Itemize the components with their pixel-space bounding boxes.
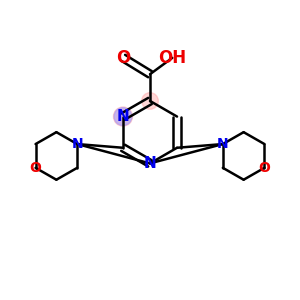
Text: N: N <box>71 137 83 151</box>
Text: N: N <box>217 137 229 151</box>
Text: O: O <box>116 49 130 67</box>
Text: N: N <box>144 156 156 171</box>
Circle shape <box>142 93 158 109</box>
Text: N: N <box>117 109 129 124</box>
Circle shape <box>114 108 132 125</box>
Text: O: O <box>259 161 270 175</box>
Circle shape <box>113 107 133 126</box>
Text: OH: OH <box>158 49 186 67</box>
Text: O: O <box>30 161 41 175</box>
